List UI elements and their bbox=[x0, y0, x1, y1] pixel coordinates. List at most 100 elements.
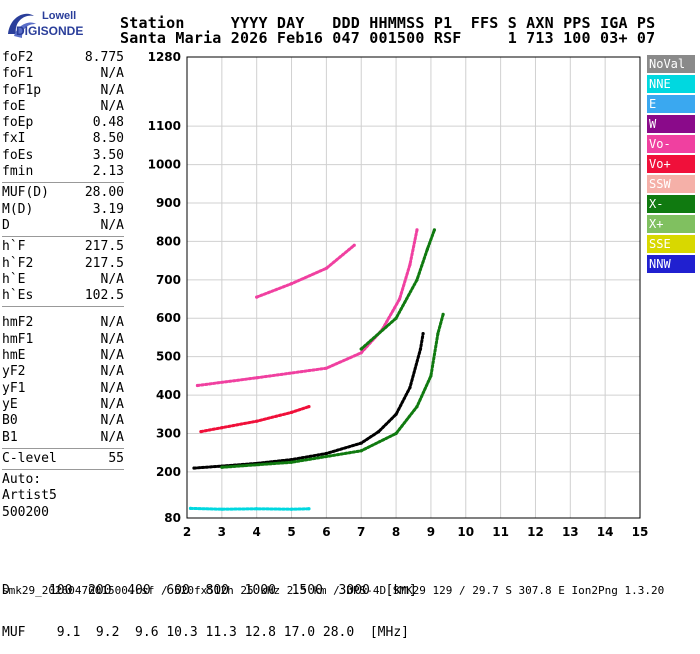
param-label: C-level bbox=[2, 450, 57, 466]
param-row: foE N/A bbox=[2, 99, 124, 115]
muf-row: MUF 9.1 9.2 9.6 10.3 11.3 12.8 17.0 28.0… bbox=[2, 625, 409, 640]
param-row: fmin 2.13 bbox=[2, 164, 124, 180]
trace-point bbox=[394, 431, 398, 436]
legend-item: X+ bbox=[647, 215, 695, 233]
x-tick-label: 12 bbox=[527, 525, 544, 539]
trace-point bbox=[289, 282, 294, 286]
param-label: h`F2 bbox=[2, 255, 34, 271]
trace-line bbox=[199, 405, 311, 434]
param-row: h`Es 102.5 bbox=[2, 288, 124, 304]
x-tick-label: 14 bbox=[597, 525, 614, 539]
x-tick-label: 7 bbox=[357, 525, 365, 539]
param-value: 8.50 bbox=[92, 131, 124, 147]
legend-item: W bbox=[647, 115, 695, 133]
trace-point bbox=[220, 465, 224, 469]
distance-muf-table: D 100 200 400 600 800 1000 1500 3000 [km… bbox=[2, 556, 417, 654]
param-value: 217.5 bbox=[84, 255, 124, 271]
param-value: N/A bbox=[100, 429, 124, 445]
trace-point bbox=[436, 332, 440, 336]
param-row: D N/A bbox=[2, 218, 124, 234]
trace-point bbox=[307, 404, 311, 409]
trace-point bbox=[199, 429, 203, 434]
x-tick-label: 10 bbox=[457, 525, 474, 539]
trace-point bbox=[441, 312, 445, 316]
param-row: B1 N/A bbox=[2, 430, 124, 446]
param-value: 2.13 bbox=[92, 164, 124, 180]
param-row: MUF(D) 28.00 bbox=[2, 185, 124, 201]
trace-point bbox=[359, 347, 363, 351]
y-tick-label: 900 bbox=[156, 196, 181, 210]
legend-item: Vo- bbox=[647, 135, 695, 153]
param-label: hmE bbox=[2, 348, 26, 364]
separator bbox=[2, 447, 124, 449]
trace-point bbox=[377, 429, 381, 434]
legend: NoVal NNE E W Vo- Vo+ SSW X- X+ SSE NNW bbox=[647, 55, 695, 275]
legend-item: X- bbox=[647, 195, 695, 213]
header-row2: Santa Maria 2026 Feb16 047 001500 RSF 1 … bbox=[120, 29, 656, 47]
params-group2: MUF(D) 28.00 M(D) 3.19 D N/A bbox=[2, 185, 124, 234]
param-label: foEs bbox=[2, 147, 34, 163]
trace-point bbox=[359, 351, 363, 355]
trace-point bbox=[255, 376, 259, 380]
trace-line bbox=[255, 243, 356, 299]
param-label: h`E bbox=[2, 271, 26, 287]
param-value: N/A bbox=[100, 217, 124, 233]
param-label: hmF1 bbox=[2, 331, 34, 347]
param-row: foEs 3.50 bbox=[2, 148, 124, 164]
param-label: foF1p bbox=[2, 82, 42, 98]
param-label: yE bbox=[2, 396, 18, 412]
trace-point bbox=[255, 295, 259, 299]
param-value: N/A bbox=[100, 396, 124, 412]
param-value: 3.19 bbox=[92, 201, 124, 217]
x-tick-label: 4 bbox=[253, 525, 261, 539]
param-label: B0 bbox=[2, 413, 18, 429]
trace-point bbox=[324, 266, 328, 270]
trace-point bbox=[425, 247, 430, 251]
trace-point bbox=[429, 374, 433, 378]
param-label: foE bbox=[2, 98, 26, 114]
plot-frame bbox=[186, 56, 641, 519]
param-value: 55 bbox=[108, 450, 124, 466]
trace-point bbox=[255, 419, 259, 423]
trace-point bbox=[408, 385, 412, 389]
trace-point bbox=[255, 507, 259, 511]
x-tick-label: 8 bbox=[392, 525, 400, 539]
param-value: 28.00 bbox=[84, 185, 124, 201]
param-row: C-level 55 bbox=[2, 451, 124, 467]
trace-point bbox=[289, 410, 294, 414]
trace-point bbox=[415, 278, 419, 282]
param-label: yF2 bbox=[2, 364, 26, 380]
params-group4: hmF2 N/A hmF1 N/A hmE N/A yF2 N/A yF1 N/A yE N/A B0 N… bbox=[2, 315, 124, 445]
param-row: hmE N/A bbox=[2, 348, 124, 364]
separator bbox=[2, 306, 124, 308]
trace-point bbox=[397, 297, 402, 301]
legend-item: NNW bbox=[647, 255, 695, 273]
data-traces bbox=[188, 228, 445, 511]
x-tick-label: 2 bbox=[183, 525, 191, 539]
param-value: N/A bbox=[100, 380, 124, 396]
legend-item: NoVal bbox=[647, 55, 695, 73]
param-value: N/A bbox=[100, 98, 124, 114]
y-tick-label: 1280 bbox=[148, 50, 181, 64]
footer-info: smk29_2026047001500.rsf / 520fx512h 25 k… bbox=[2, 584, 665, 597]
params-group3: h`F 217.5 h`F2 217.5 h`E N/A h`Es 102.5 bbox=[2, 239, 124, 304]
parameter-panel: foF2 8.775 foF1 N/A foF1p N/A foE N/A foEp 0.48 fx… bbox=[2, 50, 124, 521]
auto-version: 500200 bbox=[2, 504, 49, 520]
param-value: N/A bbox=[100, 413, 124, 429]
trace-point bbox=[418, 347, 423, 351]
x-tick-label: 3 bbox=[218, 525, 226, 539]
separator bbox=[2, 469, 124, 471]
param-value: N/A bbox=[100, 82, 124, 98]
digisonde-logo: Lowell DIGISONDE bbox=[4, 6, 114, 42]
param-row: hmF1 N/A bbox=[2, 332, 124, 348]
param-row: h`F 217.5 bbox=[2, 239, 124, 255]
distance-row: D 100 200 400 600 800 1000 1500 3000 [km… bbox=[2, 583, 417, 598]
trace-point bbox=[408, 262, 412, 267]
y-tick-label: 1000 bbox=[148, 158, 181, 172]
param-row: h`F2 217.5 bbox=[2, 256, 124, 272]
y-tick-label: 800 bbox=[156, 234, 181, 248]
param-label: B1 bbox=[2, 429, 18, 445]
param-value: N/A bbox=[100, 348, 124, 364]
params-group1: foF2 8.775 foF1 N/A foF1p N/A foE N/A foEp 0.48 fx… bbox=[2, 50, 124, 180]
trace-line bbox=[192, 332, 425, 470]
